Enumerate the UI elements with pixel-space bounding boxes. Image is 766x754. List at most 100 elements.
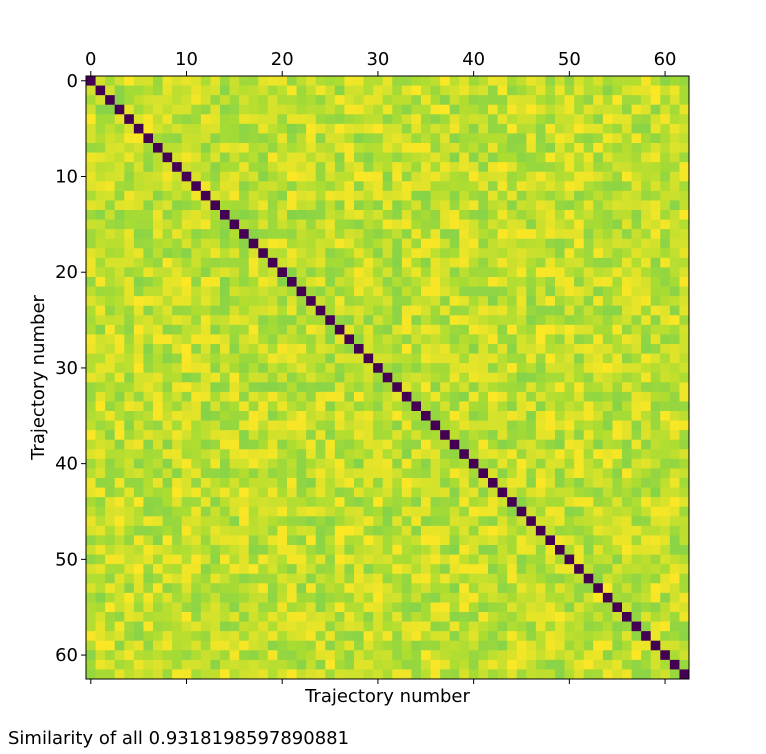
heatmap-cell — [248, 114, 259, 125]
heatmap-cell — [631, 162, 642, 173]
heatmap-cell — [200, 612, 211, 622]
heatmap-cell — [583, 334, 594, 345]
heatmap-cell — [612, 487, 623, 498]
x-tick-label: 40 — [462, 49, 485, 70]
heatmap-cell — [258, 640, 269, 651]
heatmap-cell — [459, 334, 470, 345]
heatmap-cell — [650, 277, 661, 287]
heatmap-cell — [421, 219, 431, 230]
heatmap-cell — [593, 535, 604, 546]
heatmap-cell — [593, 391, 604, 402]
heatmap-cell — [210, 525, 221, 536]
heatmap-cell — [650, 439, 661, 450]
heatmap-cell — [488, 506, 498, 517]
heatmap-cell — [612, 363, 623, 374]
heatmap-cell — [468, 439, 479, 450]
heatmap-cell — [267, 468, 278, 479]
heatmap-cell — [478, 171, 489, 182]
heatmap-cell — [143, 420, 154, 431]
heatmap-cell — [239, 439, 250, 450]
heatmap-cell — [315, 305, 326, 316]
heatmap-cell — [631, 592, 642, 603]
heatmap-cell — [363, 554, 374, 565]
heatmap-cell — [296, 612, 307, 622]
heatmap-cell — [296, 104, 307, 115]
heatmap-cell — [143, 344, 154, 354]
heatmap-cell — [248, 305, 259, 316]
heatmap-cell — [478, 229, 489, 240]
heatmap-cell — [210, 564, 221, 575]
heatmap-cell — [650, 372, 661, 383]
heatmap-cell — [133, 248, 144, 259]
heatmap-cell — [488, 104, 498, 115]
heatmap-cell — [172, 200, 183, 211]
heatmap-cell — [650, 95, 661, 106]
heatmap-cell — [421, 602, 431, 613]
heatmap-cell — [105, 152, 116, 163]
heatmap-cell — [124, 171, 135, 182]
heatmap-cell — [459, 104, 470, 115]
heatmap-cell — [315, 468, 326, 479]
heatmap-cell — [478, 324, 489, 335]
heatmap-cell — [95, 305, 106, 316]
heatmap-cell — [267, 497, 278, 508]
heatmap-cell — [459, 171, 470, 182]
heatmap-cell — [277, 363, 288, 374]
heatmap-cell — [382, 573, 393, 584]
heatmap-cell — [516, 506, 527, 517]
heatmap-cell — [612, 535, 623, 546]
heatmap-cell — [497, 391, 508, 402]
heatmap-cell — [449, 296, 460, 307]
heatmap-cell — [459, 592, 470, 603]
heatmap-cell — [86, 267, 96, 278]
heatmap-cell — [325, 458, 336, 469]
heatmap-cell — [411, 248, 422, 259]
heatmap-cell — [392, 296, 403, 307]
heatmap-cell — [660, 602, 671, 613]
heatmap-cell — [564, 85, 575, 96]
heatmap-cell — [143, 114, 154, 125]
heatmap-cell — [287, 152, 297, 163]
heatmap-cell — [143, 123, 154, 134]
heatmap-cell — [382, 133, 393, 144]
heatmap-cell — [468, 76, 479, 86]
heatmap-cell — [574, 592, 585, 603]
heatmap-cell — [440, 171, 451, 182]
heatmap-cell — [153, 152, 163, 163]
heatmap-cell — [296, 564, 307, 575]
heatmap-cell — [172, 621, 183, 632]
heatmap-cell — [306, 85, 317, 96]
heatmap-cell — [468, 535, 479, 546]
heatmap-cell — [153, 248, 163, 259]
heatmap-cell — [564, 143, 575, 153]
heatmap-cell — [277, 238, 288, 249]
heatmap-cell — [650, 592, 661, 603]
heatmap-cell — [631, 640, 642, 651]
heatmap-cell — [325, 363, 336, 374]
heatmap-cell — [191, 391, 202, 402]
heatmap-cell — [114, 458, 125, 469]
heatmap-cell — [239, 602, 250, 613]
heatmap-cell — [401, 506, 412, 517]
heatmap-cell — [612, 324, 623, 335]
heatmap-cell — [593, 401, 604, 412]
heatmap-cell — [296, 449, 307, 460]
heatmap-cell — [440, 592, 451, 603]
heatmap-cell — [679, 535, 690, 546]
heatmap-cell — [478, 123, 489, 134]
heatmap-cell — [363, 344, 374, 354]
heatmap-cell — [95, 133, 106, 144]
heatmap-cell — [497, 305, 508, 316]
heatmap-cell — [440, 305, 451, 316]
heatmap-cell — [555, 564, 565, 575]
heatmap-cell — [669, 449, 680, 460]
heatmap-cell — [124, 200, 135, 211]
heatmap-cell — [133, 545, 144, 555]
heatmap-cell — [220, 458, 230, 469]
heatmap-cell — [153, 286, 163, 297]
heatmap-cell — [669, 478, 680, 488]
heatmap-cell — [669, 95, 680, 106]
heatmap-cell — [344, 123, 355, 134]
heatmap-cell — [363, 640, 374, 651]
heatmap-cell — [296, 602, 307, 613]
